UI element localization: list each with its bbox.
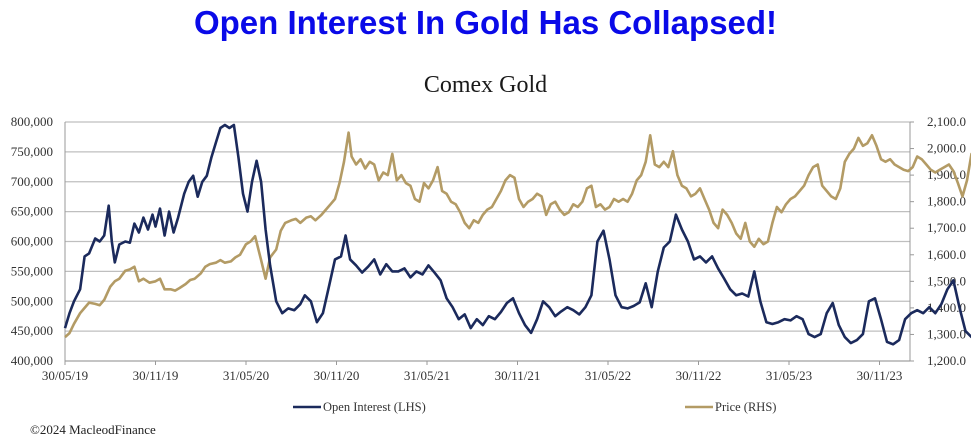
x-axis-ticks: 30/05/19 30/11/19 31/05/20 30/11/20 31/05/21… — [42, 361, 902, 383]
copyright-notice: ©2024 MacleodFinance — [30, 422, 156, 437]
left-axis-tick-label: 750,000 — [11, 144, 53, 159]
left-axis-tick-label: 700,000 — [11, 174, 53, 189]
x-axis-tick-label: 30/11/21 — [495, 368, 541, 383]
right-axis-tick-label: 1,500.0 — [927, 273, 966, 288]
x-axis-tick-label: 30/11/20 — [314, 368, 360, 383]
right-axis-tick-label: 1,900.0 — [927, 167, 966, 182]
left-axis-tick-label: 600,000 — [11, 234, 53, 249]
x-axis-tick-label: 31/05/23 — [766, 368, 812, 383]
right-axis-tick-label: 1,200.0 — [927, 353, 966, 368]
open-interest-line — [63, 123, 971, 346]
left-axis-tick-label: 550,000 — [11, 263, 53, 278]
x-axis-tick-label: 31/05/21 — [404, 368, 450, 383]
chart-title: Comex Gold — [423, 72, 548, 98]
right-axis-tick-label: 1,800.0 — [927, 194, 966, 209]
left-axis-tick-label: 500,000 — [11, 293, 53, 308]
axes — [64, 122, 911, 362]
left-axis-tick-label: 800,000 — [11, 114, 53, 129]
x-axis-tick-label: 31/05/22 — [585, 368, 631, 383]
price-line — [64, 131, 971, 339]
series-lines — [63, 123, 971, 346]
right-axis-tick-label: 2,000.0 — [927, 141, 966, 156]
x-axis-tick-label: 30/05/19 — [42, 368, 88, 383]
left-axis-tick-label: 450,000 — [11, 323, 53, 338]
x-axis-tick-label: 31/05/20 — [223, 368, 269, 383]
left-axis-tick-label: 650,000 — [11, 204, 53, 219]
left-axis-ticks: 400,000 450,000 500,000 550,000 600,000 650,0… — [11, 114, 53, 368]
legend-label-open-interest: Open Interest (LHS) — [323, 400, 426, 414]
x-axis-tick-label: 30/11/22 — [676, 368, 722, 383]
x-axis-tick-label: 30/11/19 — [133, 368, 179, 383]
legend-label-price: Price (RHS) — [715, 400, 776, 414]
gridlines — [65, 121, 910, 362]
headline: Open Interest In Gold Has Collapsed! — [193, 4, 778, 41]
legend: Open Interest (LHS) Price (RHS) — [293, 400, 776, 414]
left-axis-tick-label: 400,000 — [11, 353, 53, 368]
right-axis-tick-label: 1,700.0 — [927, 220, 966, 235]
right-axis-ticks: 1,200.01,300.01,400.01,500.01,600.01,700… — [910, 114, 966, 368]
x-axis-tick-label: 30/11/23 — [857, 368, 903, 383]
right-axis-tick-label: 2,100.0 — [927, 114, 966, 129]
right-axis-tick-label: 1,300.0 — [927, 326, 966, 341]
right-axis-tick-label: 1,600.0 — [927, 247, 966, 262]
